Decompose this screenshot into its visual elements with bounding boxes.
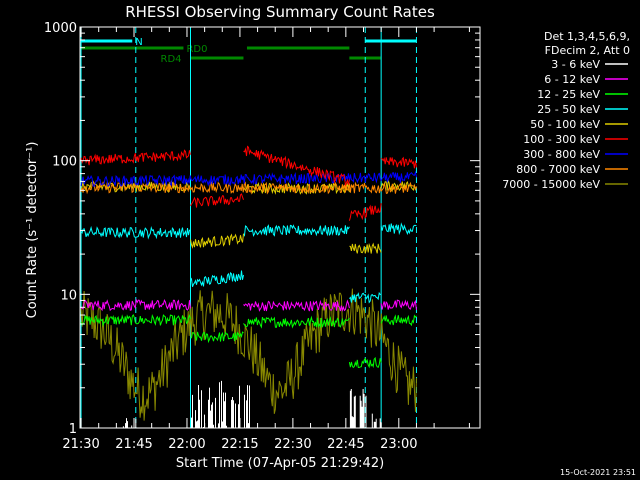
legend-entry-label: 50 - 100 keV	[530, 118, 600, 131]
footer-timestamp: 15-Oct-2021 23:51	[560, 468, 636, 477]
legend-header: FDecim 2, Att 0	[545, 44, 630, 57]
x-axis-label: Start Time (07-Apr-05 21:29:42)	[176, 456, 384, 471]
series-line	[243, 181, 350, 195]
y-tick-label: 1	[69, 422, 77, 437]
series-line	[190, 233, 244, 249]
series-line	[80, 313, 191, 328]
series-line	[380, 299, 417, 310]
status-bar-label: N	[135, 37, 142, 48]
series-line	[243, 145, 350, 187]
series-line	[349, 389, 367, 428]
legend-entry-label: 25 - 50 keV	[537, 103, 600, 116]
legend: Det 1,3,4,5,6,9,FDecim 2, Att 03 - 6 keV…	[502, 30, 630, 191]
series-line	[80, 288, 417, 421]
chart-title: RHESSI Observing Summary Count Rates	[125, 3, 435, 21]
legend-entry-label: 300 - 800 keV	[523, 148, 600, 161]
series-line	[380, 314, 417, 327]
series-line	[380, 156, 417, 169]
x-tick-label: 23:00	[380, 437, 417, 452]
status-bars: N RD0 RD4	[81, 37, 417, 65]
legend-entry-label: 3 - 6 keV	[551, 58, 600, 71]
series-line	[349, 291, 382, 304]
x-tick-label: 21:45	[115, 437, 152, 452]
legend-entry-label: 7000 - 15000 keV	[502, 178, 600, 191]
x-tick-label: 22:45	[327, 437, 364, 452]
status-bar-label: RD4	[161, 54, 182, 65]
series-line	[80, 181, 417, 195]
series-line	[122, 418, 137, 428]
x-axis: 21:30 21:45 22:00 22:15 22:30 22:45 23:00	[62, 27, 470, 452]
x-tick-label: 22:15	[221, 437, 258, 452]
series-line	[80, 298, 191, 312]
y-tick-label: 100	[52, 155, 77, 170]
y-tick-label: 10	[60, 288, 77, 303]
series-line	[190, 331, 244, 344]
series-line	[380, 180, 417, 193]
y-axis-label: Count Rate (s⁻¹ detector⁻¹)	[25, 142, 40, 319]
x-tick-label: 21:30	[62, 437, 99, 452]
legend-entry-label: 6 - 12 keV	[544, 73, 600, 86]
series-line	[80, 170, 417, 188]
plot-frame	[79, 26, 481, 429]
series-line	[243, 315, 350, 329]
series-line	[348, 203, 382, 221]
series-line	[380, 222, 417, 236]
series-line	[243, 299, 350, 313]
series-line	[348, 356, 382, 369]
series-line	[349, 242, 382, 254]
y-axis: 1 10 100 1000	[44, 21, 480, 437]
series-line	[243, 224, 350, 238]
legend-entry-label: 12 - 25 keV	[537, 88, 600, 101]
legend-entry-label: 100 - 300 keV	[523, 133, 600, 146]
legend-header: Det 1,3,4,5,6,9,	[544, 30, 630, 43]
series-line	[80, 149, 191, 166]
series-line	[190, 270, 244, 287]
status-bar-label: RD0	[186, 44, 207, 55]
series-line	[190, 193, 244, 208]
x-tick-label: 22:30	[274, 437, 311, 452]
series-line	[80, 225, 191, 240]
legend-entry-label: 800 - 7000 keV	[516, 163, 600, 176]
x-tick-label: 22:00	[168, 437, 205, 452]
y-tick-label: 1000	[44, 21, 77, 36]
series-group	[80, 145, 417, 428]
